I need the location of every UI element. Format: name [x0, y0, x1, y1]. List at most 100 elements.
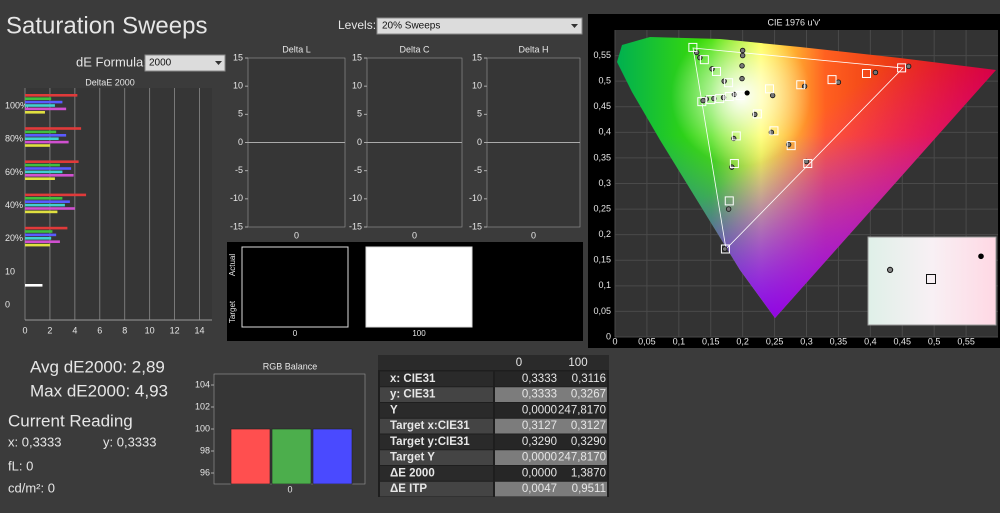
cell: 0,3127 [571, 420, 606, 432]
row-label-bg [380, 450, 493, 465]
target-point [706, 95, 716, 105]
bar [230, 428, 271, 485]
y-tick-label: 98 [200, 445, 210, 455]
bar [25, 127, 82, 130]
cell: 0,0000 [522, 452, 557, 464]
formula-dropdown[interactable] [144, 54, 226, 72]
swatch-label: 0 [293, 329, 298, 338]
x-tick-label: 4 [72, 325, 77, 335]
row-label: ΔE ITP [390, 483, 427, 495]
y-tick-label: 10 [233, 81, 243, 91]
y-tick-label: -15 [230, 221, 243, 231]
bar [25, 163, 60, 167]
row-value-bg [495, 466, 607, 481]
row-label-bg [380, 387, 493, 402]
row-label-bg [380, 371, 493, 387]
y-tick-label: 10 [352, 81, 362, 91]
cell: 0,3267 [571, 389, 606, 401]
bar [25, 284, 43, 287]
target-point [862, 68, 872, 78]
bar [25, 240, 60, 243]
row-value-bg [495, 403, 607, 418]
x-tick-label: 0,45 [893, 336, 911, 346]
y-label: 20% [5, 233, 23, 243]
target-label: Target [228, 300, 237, 323]
y-tick-label: 0,05 [593, 306, 611, 316]
cell: 1,3870 [571, 467, 606, 479]
row-value-bg [495, 371, 607, 387]
target-point [688, 42, 698, 52]
target-point [752, 109, 762, 119]
x-tick-label: 8 [122, 325, 127, 335]
y-label: 100% [5, 100, 28, 110]
max-de: Max dE2000: 4,93 [30, 381, 168, 400]
levels-dropdown[interactable] [376, 17, 583, 35]
y-tick-label: 0,35 [593, 152, 611, 162]
y-tick-label: -10 [349, 193, 362, 203]
chart-title: Delta H [518, 44, 548, 54]
y-tick-label: 0,5 [598, 76, 611, 86]
cell: 0,3127 [522, 420, 557, 432]
current-y: y: 0,3333 [103, 434, 157, 449]
target-point [724, 92, 734, 102]
current-x: x: 0,3333 [8, 434, 62, 449]
bar [25, 160, 79, 163]
y-tick-label: 0,55 [593, 50, 611, 60]
actual-label: Actual [228, 254, 237, 276]
bar [25, 200, 70, 203]
measured-point [722, 246, 728, 252]
chart-title: Delta L [282, 44, 311, 54]
row-label: Target y:CIE31 [390, 436, 470, 448]
cell: 0,0000 [522, 467, 557, 479]
inset-measured [886, 266, 894, 274]
x-tick-label: 0 [22, 325, 27, 335]
cell: 0,0047 [522, 483, 557, 495]
x-tick-label: 0 [531, 230, 536, 240]
x-tick-label: 0,3 [800, 336, 813, 346]
y-tick-label: -10 [469, 193, 482, 203]
x-tick-label: 0,35 [830, 336, 848, 346]
x-tick-label: 0,4 [864, 336, 877, 346]
y-tick-label: -10 [230, 193, 243, 203]
bar [25, 197, 63, 200]
x-tick-label: 0,2 [736, 336, 749, 346]
row-value-bg [495, 418, 607, 434]
measured-point [739, 63, 745, 69]
bar [25, 107, 67, 111]
swatch-black [241, 246, 349, 328]
y-tick-label: 100 [195, 423, 210, 433]
row-value-bg [495, 434, 607, 450]
chart-title: Delta C [399, 44, 430, 54]
row-label: Target x:CIE31 [390, 420, 470, 432]
y-tick-label: 0,3 [598, 178, 611, 188]
y-label: 40% [5, 200, 23, 210]
y-tick-label: -15 [349, 221, 362, 231]
cell: 247,8170 [558, 404, 606, 416]
bar [25, 193, 87, 197]
title: Saturation Sweeps [6, 12, 207, 39]
x-tick-label: 0 [612, 336, 617, 346]
y-tick-label: 0 [357, 137, 362, 147]
bar [25, 226, 68, 230]
levels-value: 20% Sweeps [382, 21, 440, 32]
target-point [796, 80, 806, 90]
measured-point [700, 97, 706, 104]
avg-de: Avg dE2000: 2,89 [30, 357, 165, 376]
formula-value: 2000 [149, 58, 172, 69]
zoom-inset [867, 236, 997, 326]
target-point [729, 159, 739, 169]
bar [25, 137, 59, 140]
dropdown-arrow [571, 24, 578, 28]
gamut-locus [617, 37, 996, 318]
target-point [699, 55, 709, 65]
y-tick-label: 0 [477, 137, 482, 147]
measured-point [725, 206, 732, 212]
y-tick-label: 0,25 [593, 203, 611, 213]
bar [25, 97, 52, 100]
y-tick-label: 15 [352, 52, 362, 62]
y-tick-label: 104 [195, 379, 210, 389]
target-point [724, 78, 734, 88]
inset-current [978, 253, 984, 260]
bar [312, 428, 353, 485]
y-tick-label: 10 [472, 81, 482, 91]
